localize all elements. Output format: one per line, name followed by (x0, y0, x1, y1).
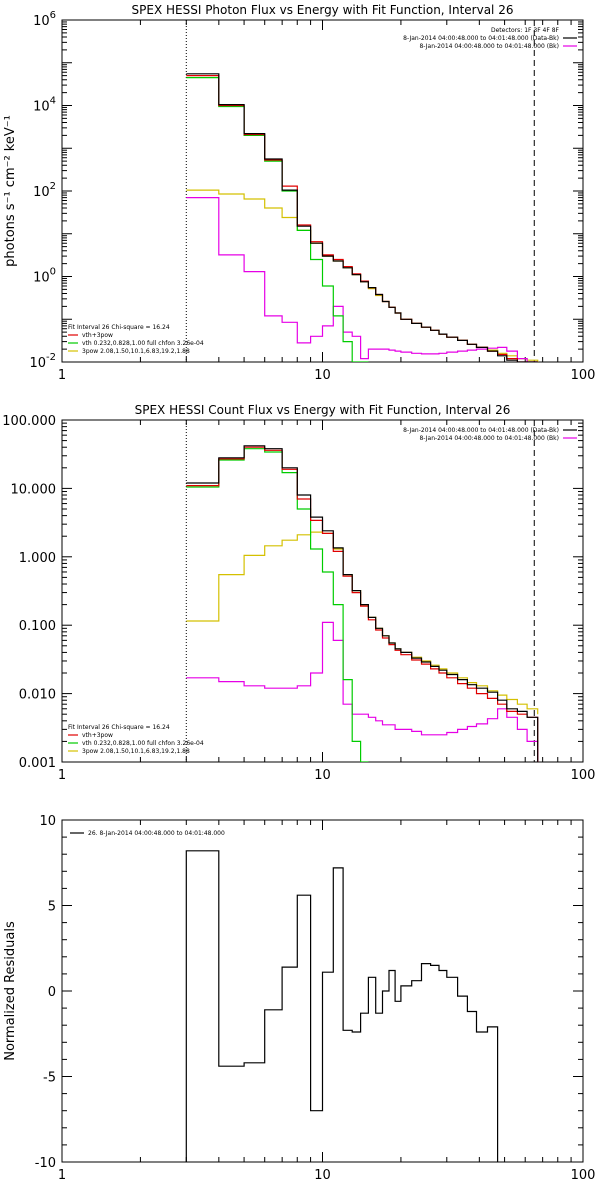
x-tick-label: 10 (314, 368, 331, 383)
series-group (186, 73, 539, 362)
y-tick-label: 106 (33, 10, 56, 29)
y-tick-label: 10-2 (29, 352, 56, 371)
y-tick-exponent: 0 (50, 267, 56, 278)
series-26-8-jan-2014-04-00-48-000-to-04-01-48-000 (185, 850, 499, 1162)
y-tick-base: 10 (29, 356, 46, 371)
legend-bottom-left-entry: 3pow 2.08,1.50,10.1,6.83,19.2,1.88 (82, 348, 190, 355)
y-tick-label: 102 (33, 181, 56, 200)
y-tick-label: 10.000 (11, 482, 57, 497)
y-axis-label: photons s⁻¹ cm⁻² keV⁻¹ (3, 115, 18, 267)
y-tick-base: 10 (33, 100, 50, 115)
chart-3: 1 10 100 10 5 0 -5 -10 Normalized Residuals 26. 8… (3, 814, 595, 1183)
series-group (186, 445, 539, 762)
legend-fit-info: Fit Interval 26 Chi-square = 16.24 (68, 324, 170, 331)
y-axis-label: Normalized Residuals (3, 921, 18, 1061)
chart-title: SPEX HESSI Photon Flux vs Energy with Fi… (132, 3, 514, 17)
y-tick-label: 0.001 (19, 756, 56, 771)
y-tick-base: 10 (33, 185, 50, 200)
legend-bottom-left-entry: vth+3pow (82, 732, 113, 739)
plot-frame (61, 419, 584, 763)
y-tick-label: 0.100 (19, 619, 56, 634)
y-tick-label: 104 (33, 96, 56, 115)
x-tick-label: 100 (571, 1168, 596, 1183)
legend-top-right-entry: Detectors: 1F 3F 4F 8F (491, 27, 560, 34)
series-data-bk (186, 445, 539, 762)
legend-top-left-entry: 26. 8-Jan-2014 04:00:48.000 to 04:01:48.… (88, 830, 225, 837)
y-tick-label: 5 (48, 900, 56, 915)
series-group (185, 850, 499, 1162)
legend-top-right-entry: 8-Jan-2014 04:00:48.000 to 04:01:48.000 … (403, 35, 559, 42)
y-tick-label: -10 (35, 1156, 56, 1171)
series-data-bk (186, 73, 538, 362)
y-tick-label: -5 (43, 1071, 56, 1086)
legend-bottom-left-entry: vth 0.232,0.828,1.00 full chfon 3.26e-04 (82, 340, 204, 347)
x-tick-label: 100 (571, 768, 596, 783)
y-tick-label: 0 (48, 985, 56, 1000)
x-tick-label: 10 (314, 1168, 331, 1183)
y-tick-base: 10 (33, 14, 50, 29)
x-tick-label: 100 (571, 368, 596, 383)
legend-bottom-left-entry: 3pow 2.08,1.50,10.1,6.83,19.2,1.88 (82, 748, 190, 755)
legend-top-right-entry: 8-Jan-2014 04:00:48.000 to 04:01:48.000 … (419, 43, 559, 50)
legend-bottom-left-entry: vth+3pow (82, 332, 113, 339)
y-tick-exponent: 2 (50, 181, 56, 192)
series-vth (186, 448, 369, 762)
legend-top-right-entry: 8-Jan-2014 04:00:48.000 to 04:01:48.000 … (403, 427, 559, 434)
y-tick-exponent: 4 (50, 96, 56, 107)
y-tick-label: 100.000 (2, 414, 56, 429)
y-tick-label: 100 (33, 267, 56, 286)
series-3pow (186, 189, 539, 362)
x-tick-label: 1 (58, 768, 66, 783)
plot-frame (61, 19, 584, 363)
legend-top-right-entry: 8-Jan-2014 04:00:48.000 to 04:01:48.000 … (419, 435, 559, 442)
chart-title: SPEX HESSI Count Flux vs Energy with Fit… (135, 403, 511, 417)
x-tick-label: 1 (58, 368, 66, 383)
y-tick-base: 10 (33, 271, 50, 286)
series-bk (186, 197, 538, 362)
x-tick-label: 1 (58, 1168, 66, 1183)
series-3pow (186, 531, 539, 715)
y-tick-exponent: 6 (50, 10, 56, 21)
x-tick-label: 10 (314, 768, 331, 783)
series-vth-3pow (186, 75, 538, 362)
series-bk (186, 621, 539, 762)
y-tick-exponent: -2 (46, 352, 56, 363)
y-tick-label: 10 (39, 814, 56, 829)
chart-2: 1 10 100 100.000 10.000 1.000 0.100 0.010 0.001 S… (2, 403, 595, 783)
series-vth (186, 77, 369, 362)
y-tick-label: 1.000 (19, 551, 56, 566)
y-tick-label: 0.010 (19, 688, 56, 703)
legend-fit-info: Fit Interval 26 Chi-square = 16.24 (68, 724, 170, 731)
legend-bottom-left-entry: vth 0.232,0.828,1.00 full chfon 3.26e-04 (82, 740, 204, 747)
